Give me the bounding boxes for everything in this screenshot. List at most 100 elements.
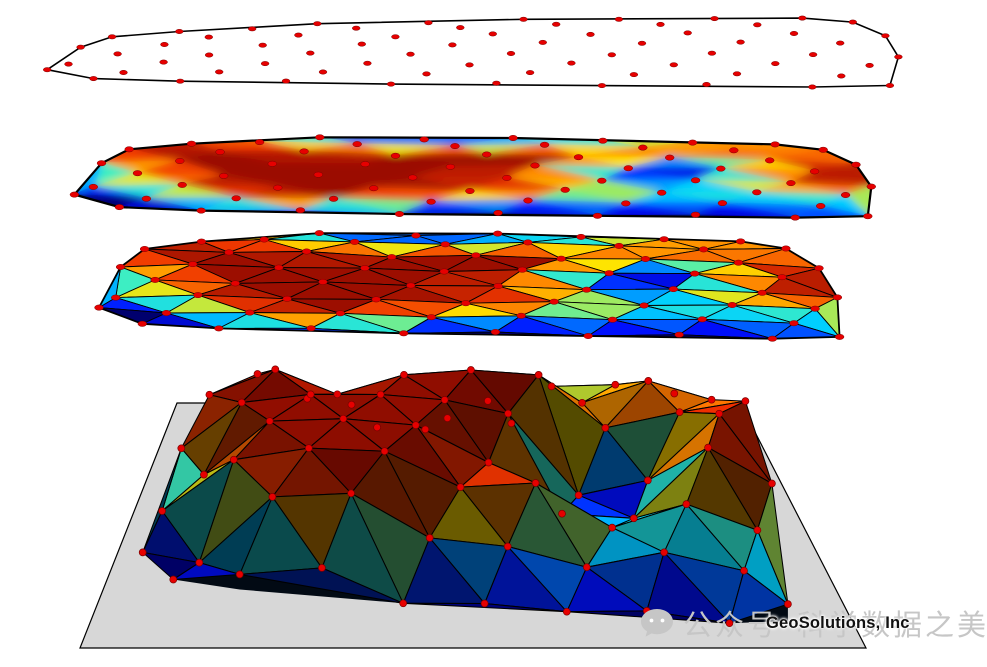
brand-text: GeoSolutions, Inc xyxy=(766,614,910,632)
scatter-boundary xyxy=(45,17,900,88)
sample-point xyxy=(352,141,362,148)
sample-point xyxy=(294,32,303,38)
sample-point xyxy=(832,294,843,301)
sample-point xyxy=(445,163,456,170)
sample-point xyxy=(492,80,501,86)
sample-point xyxy=(503,542,512,551)
layer-scatter-points xyxy=(43,15,903,90)
sample-point xyxy=(607,52,616,58)
sample-point xyxy=(177,444,186,453)
sample-point xyxy=(668,286,679,293)
sample-point xyxy=(670,389,679,398)
sample-point xyxy=(757,289,767,296)
sample-point xyxy=(411,421,420,429)
sample-point xyxy=(315,134,325,141)
sample-point xyxy=(137,320,147,327)
sample-point xyxy=(335,310,346,317)
sample-point xyxy=(768,479,776,488)
sample-point xyxy=(196,207,206,214)
sample-point xyxy=(399,599,408,608)
sample-point xyxy=(669,62,678,68)
sample-point xyxy=(314,230,324,237)
sample-point xyxy=(274,264,284,271)
sample-point xyxy=(808,52,818,58)
sample-point xyxy=(534,371,543,379)
sample-point xyxy=(488,31,497,37)
sample-point xyxy=(175,29,184,34)
sample-point xyxy=(273,184,283,191)
sample-point xyxy=(456,25,465,31)
sample-point xyxy=(704,443,712,452)
sample-point xyxy=(836,40,845,46)
sample-point xyxy=(301,248,312,255)
sample-point xyxy=(789,320,799,327)
sample-point xyxy=(611,380,620,389)
sample-point xyxy=(204,34,213,40)
sample-point xyxy=(710,16,719,22)
sample-point xyxy=(629,72,639,78)
sample-point xyxy=(186,140,197,147)
sample-point xyxy=(682,500,691,508)
sample-point xyxy=(881,33,890,39)
sample-point xyxy=(523,197,533,204)
sample-point xyxy=(132,170,143,177)
sample-point xyxy=(424,20,433,26)
sample-point xyxy=(271,365,280,374)
sample-point xyxy=(665,154,675,161)
sample-point xyxy=(816,203,826,209)
sample-point xyxy=(786,180,796,187)
sample-point xyxy=(450,143,460,150)
sample-point xyxy=(683,30,692,36)
sample-point xyxy=(176,78,185,84)
sample-point xyxy=(422,71,431,77)
sample-point xyxy=(752,189,762,196)
sample-point xyxy=(260,61,270,67)
sample-point xyxy=(406,282,416,289)
sample-point xyxy=(76,44,85,50)
layer-3d-surface xyxy=(79,365,867,649)
sample-point xyxy=(490,329,501,335)
sample-point xyxy=(465,188,475,194)
sample-point xyxy=(306,390,315,399)
sample-point xyxy=(502,174,512,181)
surface-facet xyxy=(239,567,404,604)
sample-point xyxy=(506,51,516,56)
sample-point xyxy=(425,534,434,542)
sample-point xyxy=(530,162,540,169)
sample-point xyxy=(254,139,265,146)
sample-point xyxy=(333,390,342,399)
sample-point xyxy=(107,34,117,40)
sample-point xyxy=(639,302,649,309)
sample-point xyxy=(607,316,618,323)
sample-point xyxy=(866,183,876,190)
sample-point xyxy=(702,82,711,87)
sample-point xyxy=(229,455,238,464)
sample-point xyxy=(411,232,421,239)
sample-point xyxy=(399,330,409,337)
sample-point xyxy=(531,479,540,487)
sample-point xyxy=(637,40,647,46)
sample-point xyxy=(601,424,610,432)
sample-point xyxy=(687,139,698,146)
sample-point xyxy=(471,252,481,259)
sample-point xyxy=(674,331,684,338)
sample-point xyxy=(188,261,198,268)
sample-point xyxy=(394,211,405,217)
sample-point xyxy=(770,141,780,148)
sample-point xyxy=(717,200,728,207)
sample-point xyxy=(258,42,267,48)
sample-point xyxy=(318,278,328,285)
sample-point xyxy=(573,154,584,161)
sample-point xyxy=(124,146,134,153)
sample-point xyxy=(865,62,874,68)
sample-point xyxy=(268,493,277,501)
sample-point xyxy=(94,304,104,311)
sample-point xyxy=(245,309,255,316)
sample-point xyxy=(480,599,489,608)
sample-point xyxy=(318,69,328,75)
sample-point xyxy=(426,198,436,205)
sample-point xyxy=(781,245,791,252)
sample-point xyxy=(784,600,792,608)
sample-point xyxy=(43,67,52,73)
sample-point xyxy=(69,191,80,198)
